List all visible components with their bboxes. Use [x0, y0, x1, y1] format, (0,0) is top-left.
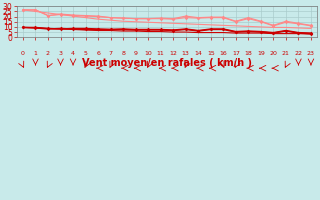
X-axis label: Vent moyen/en rafales ( km/h ): Vent moyen/en rafales ( km/h )	[82, 58, 252, 68]
